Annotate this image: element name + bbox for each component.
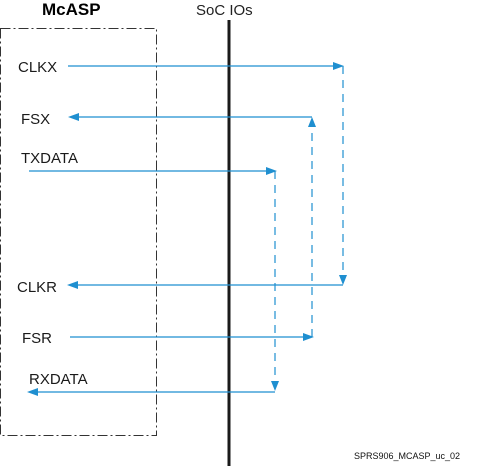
mcasp-boundary-box: [0, 28, 157, 436]
signal-label-clkr: CLKR: [17, 279, 57, 296]
signal-label-clkx: CLKX: [18, 59, 57, 76]
clkx-to-clkr-path: [67, 62, 347, 289]
fsr-loopback-arrow: [308, 117, 316, 127]
txdata-loopback-arrow: [271, 381, 279, 391]
signal-label-rxdata: RXDATA: [29, 371, 88, 388]
signal-label-fsr: FSR: [22, 330, 52, 347]
fsr-out-arrow: [303, 333, 314, 341]
clkr-in-arrow: [67, 281, 78, 289]
txdata-out-arrow: [266, 167, 277, 175]
signal-label-txdata: TXDATA: [21, 150, 78, 167]
clkx-out-arrow: [333, 62, 344, 70]
signal-label-fsx: FSX: [21, 111, 50, 128]
rxdata-in-arrow: [27, 388, 38, 396]
figure-caption: SPRS906_MCASP_uc_02: [354, 451, 460, 461]
txdata-to-rxdata-path: [27, 167, 279, 396]
fsx-in-arrow: [68, 113, 79, 121]
clkx-loopback-arrow: [339, 275, 347, 285]
mcasp-title: McASP: [42, 0, 101, 19]
fsr-to-fsx-path: [68, 113, 316, 341]
soc-ios-title: SoC IOs: [196, 2, 253, 19]
